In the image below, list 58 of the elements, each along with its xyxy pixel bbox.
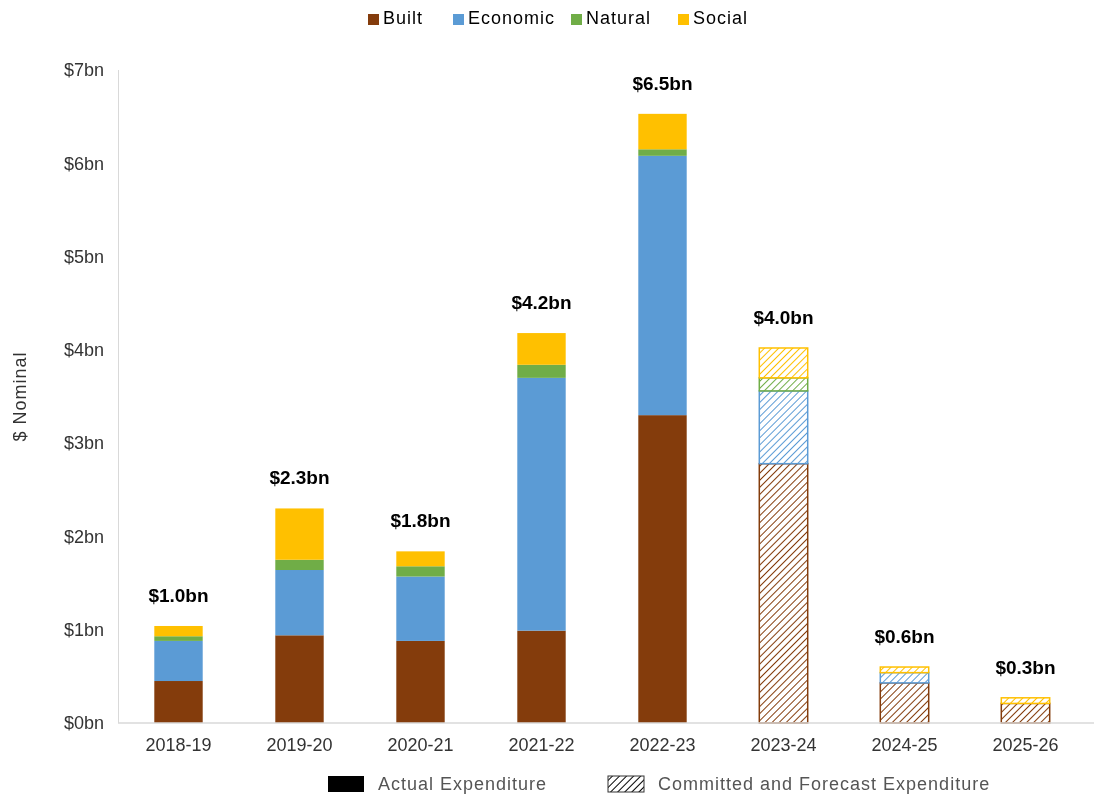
bar: [1000, 697, 1051, 705]
bar: [638, 415, 687, 723]
bar: [638, 155, 687, 416]
y-tick-label: $2bn: [63, 526, 104, 547]
legend-label: Natural: [586, 8, 652, 28]
total-label: $4.2bn: [511, 292, 572, 314]
y-tick-label: $4bn: [63, 340, 104, 361]
bar: [638, 113, 687, 150]
bar: [758, 462, 809, 724]
legend-label: Social: [693, 8, 749, 28]
bar: [275, 570, 324, 636]
y-tick-label: $6bn: [63, 153, 104, 174]
bar: [879, 671, 930, 684]
y-axis-title: $ Nominal: [10, 351, 30, 442]
text: Actual Expenditure: [378, 774, 548, 794]
total-label: $0.6bn: [874, 626, 935, 648]
bar: [517, 377, 566, 631]
legend-label: Economic: [468, 8, 556, 28]
x-tick-label: 2018-19: [145, 735, 212, 755]
bar: [275, 508, 324, 560]
bar: [879, 682, 930, 724]
bar: [638, 149, 687, 156]
x-tick-label: 2022-23: [629, 735, 696, 755]
bar: [396, 566, 445, 577]
total-label: $0.3bn: [995, 656, 1056, 678]
bar: [154, 625, 203, 637]
total-label: $6.5bn: [632, 72, 693, 94]
bar: [758, 347, 809, 379]
x-tick-label: 2020-21: [387, 735, 454, 755]
x-tick-label: 2023-24: [750, 735, 817, 755]
bar: [758, 390, 809, 465]
x-tick-label: 2021-22: [508, 735, 575, 755]
y-tick-label: $1bn: [63, 620, 104, 641]
bar: [396, 551, 445, 567]
x-tick-label: 2019-20: [266, 735, 333, 755]
y-tick-label: $0bn: [63, 713, 104, 734]
bar: [154, 681, 203, 723]
x-tick-label: 2024-25: [871, 735, 938, 755]
bar: [879, 666, 930, 674]
y-tick-label: $5bn: [63, 246, 104, 267]
total-label: $4.0bn: [753, 306, 814, 328]
bar: [154, 640, 203, 682]
text: Committed and Forecast Expenditure: [658, 774, 991, 794]
bar: [517, 630, 566, 723]
bar: [396, 640, 445, 723]
bar: [517, 333, 566, 365]
bar: [275, 635, 324, 723]
x-tick-label: 2025-26: [992, 735, 1059, 755]
total-label: $1.0bn: [148, 584, 209, 606]
total-label: $2.3bn: [269, 467, 330, 489]
bar: [275, 559, 324, 571]
y-tick-label: $3bn: [63, 433, 104, 454]
bar: [154, 636, 203, 641]
total-label: $1.8bn: [390, 510, 451, 532]
y-tick-label: $7bn: [63, 60, 104, 81]
bar: [517, 364, 566, 378]
legend-label: Built: [383, 8, 424, 28]
bar: [396, 576, 445, 641]
